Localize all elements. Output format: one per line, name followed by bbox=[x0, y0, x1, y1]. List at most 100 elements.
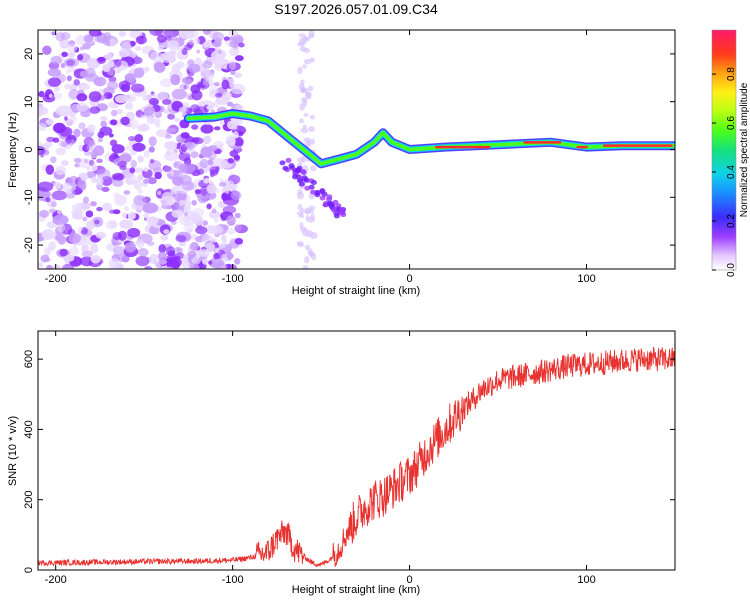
spectrogram-speckle bbox=[210, 225, 224, 235]
spectrogram-speckle bbox=[97, 31, 103, 37]
spectrogram-speckle bbox=[143, 106, 156, 116]
spectrogram-speckle-layer bbox=[38, 30, 347, 269]
spectrogram-speckle bbox=[89, 106, 101, 114]
spectrogram-speckle bbox=[112, 175, 119, 181]
spectrogram-speckle bbox=[149, 225, 159, 235]
spectrogram-speckle bbox=[134, 134, 144, 143]
spectrogram-speckle bbox=[148, 146, 155, 153]
spectrogram-speckle bbox=[146, 216, 159, 226]
spectrogram-speckle bbox=[117, 230, 128, 241]
spectrogram-speckle bbox=[302, 64, 308, 69]
spectrogram-speckle bbox=[305, 91, 312, 100]
spectrogram-speckle bbox=[285, 157, 292, 163]
spectrogram-speckle bbox=[192, 137, 200, 143]
colorbar-tick-label: 0.2 bbox=[726, 214, 737, 228]
spectrogram-speckle bbox=[233, 136, 244, 147]
snr-frame bbox=[37, 330, 676, 571]
spectrogram-speckle bbox=[225, 180, 235, 188]
spectrogram-speckle bbox=[232, 131, 239, 139]
spectrogram-speckle bbox=[85, 210, 94, 218]
spectrogram-speckle bbox=[301, 155, 306, 164]
spectrogram-speckle bbox=[294, 167, 301, 173]
spectrogram-speckle bbox=[164, 151, 180, 162]
spectrogram-speckle bbox=[230, 190, 242, 201]
spectrogram-speckle bbox=[94, 219, 100, 225]
spectrogram-speckle bbox=[143, 212, 150, 219]
spectrogram-speckle bbox=[42, 190, 52, 198]
spectrogram-speckle bbox=[124, 73, 136, 82]
spectrogram-speckle bbox=[43, 141, 53, 148]
spectrogram-speckle bbox=[90, 243, 99, 254]
spectrogram-speckle bbox=[202, 220, 208, 226]
spectrogram-speckle bbox=[63, 57, 79, 68]
spectrogram-speckle bbox=[119, 219, 134, 229]
spectrogram-speckle bbox=[62, 263, 75, 269]
spectrogram-speckle bbox=[105, 220, 118, 230]
spectrogram-speckle bbox=[83, 34, 94, 43]
spectrogram-speckle bbox=[108, 209, 116, 214]
spectrogram-speckle bbox=[51, 190, 68, 201]
spectrogram-speckle bbox=[86, 144, 94, 151]
colorbar: 0.0 0.2 0.4 0.6 0.8 Normalized spectral ampl… bbox=[711, 29, 750, 277]
spectrogram-speckle bbox=[79, 46, 86, 51]
spectrogram-speckle bbox=[78, 122, 86, 130]
spectrogram-speckle bbox=[282, 165, 289, 171]
spectrogram-speckle bbox=[124, 145, 134, 152]
spectrogram-speckle bbox=[182, 102, 190, 108]
spectrogram-speckle bbox=[113, 194, 127, 206]
spectrogram-speckle bbox=[183, 222, 195, 233]
spectrogram-speckle bbox=[160, 234, 169, 241]
spectrogram-speckle bbox=[137, 188, 144, 195]
spectrogram-y-tick-label: 0 bbox=[23, 146, 35, 152]
spectrogram-speckle bbox=[155, 129, 168, 138]
spectrogram-speckle bbox=[131, 142, 146, 152]
spectrogram-speckle bbox=[301, 175, 308, 181]
spectrogram-y-tick-label: 10 bbox=[23, 96, 35, 108]
spectrogram-speckle bbox=[99, 126, 113, 136]
spectrogram-speckle bbox=[77, 179, 87, 190]
spectrogram-speckle bbox=[149, 30, 163, 36]
spectrogram-speckle bbox=[197, 249, 211, 258]
spectrogram-speckle bbox=[88, 91, 102, 103]
spectrogram-speckle bbox=[229, 47, 240, 57]
snr-x-label: Height of straight line (km) bbox=[292, 584, 420, 596]
spectrogram-speckle bbox=[298, 214, 305, 219]
spectrogram-speckle bbox=[134, 45, 142, 51]
spectrogram-speckle bbox=[175, 234, 187, 243]
spectrogram-speckle bbox=[300, 127, 309, 134]
spectrogram-speckle bbox=[226, 120, 236, 130]
spectrogram-speckle bbox=[147, 241, 155, 247]
spectrogram-speckle bbox=[219, 242, 227, 248]
spectrogram-speckle bbox=[55, 235, 60, 241]
spectrogram-speckle bbox=[218, 181, 227, 187]
spectrogram-speckle bbox=[210, 109, 215, 114]
spectrogram-speckle bbox=[299, 222, 304, 229]
spectrogram-speckle bbox=[64, 83, 71, 90]
spectrogram-speckle bbox=[207, 145, 218, 152]
spectrogram-speckle bbox=[184, 141, 192, 148]
colorbar-frame bbox=[711, 29, 737, 271]
spectrogram-speckle bbox=[157, 251, 168, 261]
spectrogram-speckle bbox=[167, 40, 179, 50]
spectrogram-speckle bbox=[326, 196, 333, 202]
spectrogram-speckle bbox=[228, 62, 237, 70]
spectrogram-speckle bbox=[130, 83, 145, 93]
spectrogram-x-label: Height of straight line (km) bbox=[292, 285, 420, 297]
spectrogram-speckle bbox=[147, 177, 157, 185]
spectrogram-speckle bbox=[222, 91, 233, 101]
spectrogram-speckle bbox=[73, 79, 80, 86]
spectrogram-speckle bbox=[151, 118, 161, 125]
spectrogram-speckle bbox=[96, 168, 111, 180]
spectrogram-speckle bbox=[184, 78, 192, 85]
spectrogram-speckle bbox=[81, 244, 89, 253]
spectrogram-speckle bbox=[302, 264, 309, 269]
spectrogram-speckle bbox=[134, 167, 144, 174]
spectrogram-speckle bbox=[162, 99, 172, 105]
spectrogram-speckle bbox=[218, 143, 223, 149]
spectrogram-speckle bbox=[90, 201, 97, 207]
spectrogram-speckle bbox=[78, 227, 83, 232]
spectrogram-speckle bbox=[232, 37, 241, 44]
spectrogram-speckle bbox=[109, 139, 118, 147]
spectrogram-speckle bbox=[143, 149, 151, 158]
spectrogram-speckle bbox=[87, 124, 96, 133]
